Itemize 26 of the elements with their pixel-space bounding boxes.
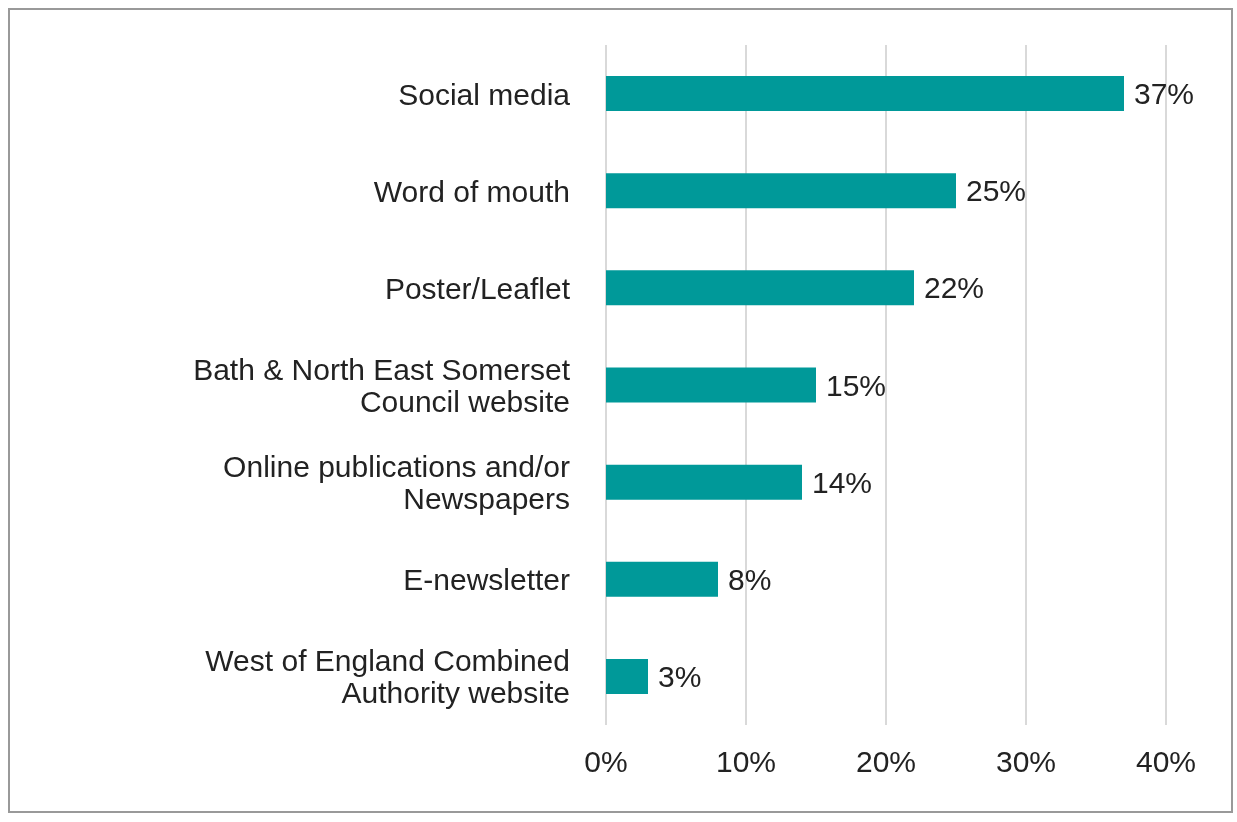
data-label: 22% [924,271,985,305]
y-tick-label: Online publications and/or Newspapers [223,449,571,515]
x-tick-label: 10% [715,745,777,779]
y-tick-label: Bath & North East Somerset Council website [193,352,571,418]
x-tick-label: 20% [855,745,917,779]
data-label: 25% [966,174,1027,208]
data-label: 37% [1134,77,1195,111]
bar [606,561,718,597]
x-tick-label: 40% [1135,745,1197,779]
data-label: 15% [826,368,887,402]
bar [606,76,1124,112]
y-tick-label: E-newsletter [403,562,570,596]
bar [606,270,914,306]
y-tick-label: Word of mouth [373,174,570,208]
x-tick-label: 0% [584,745,628,779]
bar [606,367,816,403]
bar [606,658,648,694]
y-tick-label: Social media [398,77,571,111]
y-tick-label: West of England Combined Authority website [205,643,570,709]
bar [606,464,802,500]
bar [606,173,956,209]
y-tick-label: Poster/Leaflet [384,271,571,305]
x-tick-label: 30% [995,745,1057,779]
data-label: 14% [812,465,873,499]
data-label: 3% [658,659,702,693]
data-label: 8% [728,562,772,596]
